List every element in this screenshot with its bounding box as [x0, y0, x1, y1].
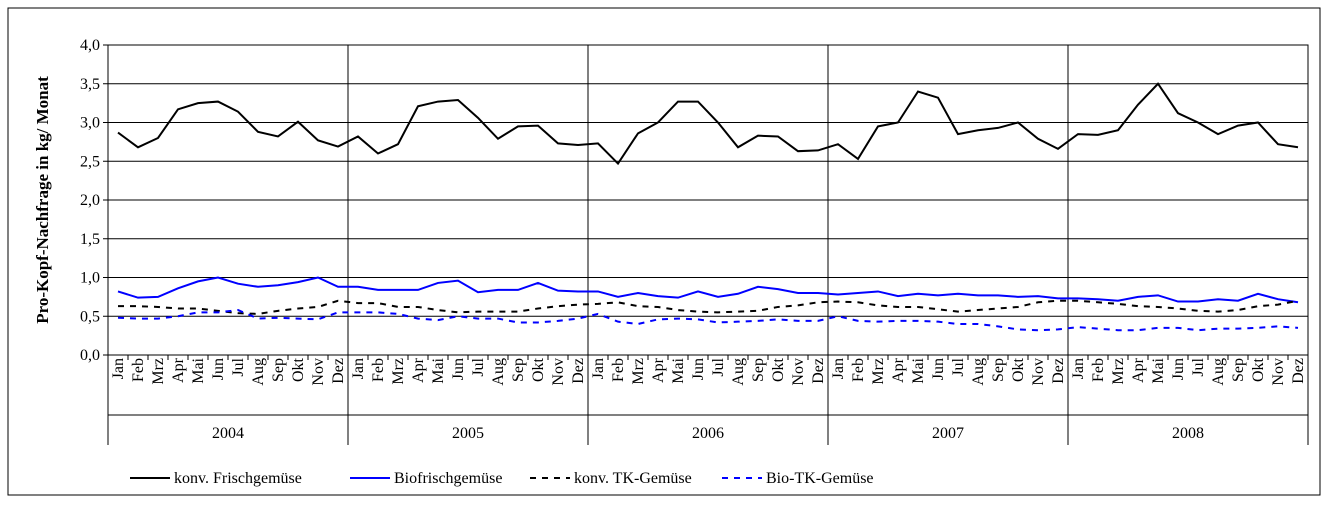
x-tick-label: Okt — [1250, 357, 1267, 382]
legend-label: konv. TK-Gemüse — [574, 470, 692, 487]
x-tick-label: Jul — [1190, 357, 1207, 376]
x-tick-label: Mrz — [630, 358, 647, 385]
x-tick-label: Sep — [510, 358, 527, 382]
x-group-label: 2005 — [452, 425, 484, 442]
x-tick-label: Mrz — [390, 358, 407, 385]
y-tick-label: 2,0 — [80, 192, 100, 209]
x-tick-label: Sep — [1230, 358, 1247, 382]
series-line — [118, 299, 1299, 315]
x-tick-label: Jun — [690, 358, 707, 380]
x-group-label: 2008 — [1172, 425, 1204, 442]
x-tick-label: Okt — [530, 357, 547, 382]
x-tick-label: Jan — [830, 358, 847, 379]
x-tick-label: Aug — [730, 358, 747, 386]
x-tick-label: Okt — [770, 357, 787, 382]
x-tick-label: Jul — [230, 357, 247, 376]
x-tick-label: Feb — [130, 358, 147, 382]
x-tick-label: Okt — [290, 357, 307, 382]
x-tick-label: Mrz — [150, 358, 167, 385]
x-tick-label: Nov — [310, 358, 327, 386]
x-tick-label: Okt — [1010, 357, 1027, 382]
x-tick-label: Jun — [450, 358, 467, 380]
x-tick-label: Nov — [1270, 358, 1287, 386]
chart-border — [7, 7, 1321, 496]
x-tick-label: Apr — [890, 357, 907, 383]
series-line — [117, 276, 1299, 304]
x-tick-label: Jan — [1070, 358, 1087, 379]
x-tick-label: Dez — [330, 358, 347, 384]
x-tick-label: Jan — [110, 358, 127, 379]
y-tick-label: 0,5 — [80, 308, 100, 325]
x-tick-label: Apr — [1130, 357, 1147, 383]
y-tick-label: 3,5 — [80, 76, 100, 93]
y-tick-label: 2,5 — [80, 153, 100, 170]
x-tick-label: Mai — [430, 357, 447, 383]
x-group-label: 2007 — [932, 425, 964, 442]
x-tick-label: Feb — [370, 358, 387, 382]
x-group-label: 2006 — [692, 425, 724, 442]
x-group-label: 2004 — [212, 425, 244, 442]
x-tick-label: Feb — [610, 358, 627, 382]
x-tick-label: Jan — [350, 358, 367, 379]
legend-label: Bio-TK-Gemüse — [766, 470, 874, 487]
x-tick-label: Aug — [970, 358, 987, 386]
x-tick-label: Sep — [750, 358, 767, 382]
x-tick-label: Dez — [1050, 358, 1067, 384]
x-tick-label: Nov — [790, 358, 807, 386]
x-tick-label: Jul — [710, 357, 727, 376]
x-tick-label: Mai — [670, 357, 687, 383]
y-tick-label: 1,0 — [80, 270, 100, 287]
y-axis-label: Pro-Kopf-Nachfrage in kg/ Monat — [33, 76, 52, 324]
x-tick-label: Jul — [470, 357, 487, 376]
x-tick-label: Dez — [1290, 358, 1307, 384]
x-tick-label: Sep — [990, 358, 1007, 382]
x-tick-label: Dez — [810, 358, 827, 384]
x-tick-label: Aug — [250, 358, 267, 386]
x-tick-label: Nov — [1030, 358, 1047, 386]
x-tick-label: Apr — [170, 357, 187, 383]
x-tick-label: Jul — [950, 357, 967, 376]
x-tick-label: Jan — [590, 358, 607, 379]
x-tick-label: Apr — [410, 357, 427, 383]
x-tick-label: Sep — [270, 358, 287, 382]
x-tick-label: Apr — [650, 357, 667, 383]
x-tick-label: Jun — [1170, 358, 1187, 380]
legend-label: konv. Frischgemüse — [174, 470, 302, 487]
series-line — [117, 82, 1299, 166]
y-tick-label: 4,0 — [80, 37, 100, 54]
x-tick-label: Dez — [570, 358, 587, 384]
y-tick-label: 1,5 — [80, 231, 100, 248]
x-tick-label: Feb — [1090, 358, 1107, 382]
x-tick-label: Mrz — [1110, 358, 1127, 385]
x-tick-label: Jun — [210, 358, 227, 380]
x-tick-label: Mai — [190, 357, 207, 383]
x-tick-label: Jun — [930, 358, 947, 380]
x-tick-label: Mai — [1150, 357, 1167, 383]
x-tick-label: Feb — [850, 358, 867, 382]
x-tick-label: Mrz — [870, 358, 887, 385]
legend-label: Biofrischgemüse — [394, 470, 502, 487]
y-tick-label: 0,0 — [80, 347, 100, 364]
x-tick-label: Nov — [550, 358, 567, 386]
x-tick-label: Aug — [1210, 358, 1227, 386]
x-tick-label: Aug — [490, 358, 507, 386]
x-tick-label: Mai — [910, 357, 927, 383]
y-tick-label: 3,0 — [80, 115, 100, 132]
